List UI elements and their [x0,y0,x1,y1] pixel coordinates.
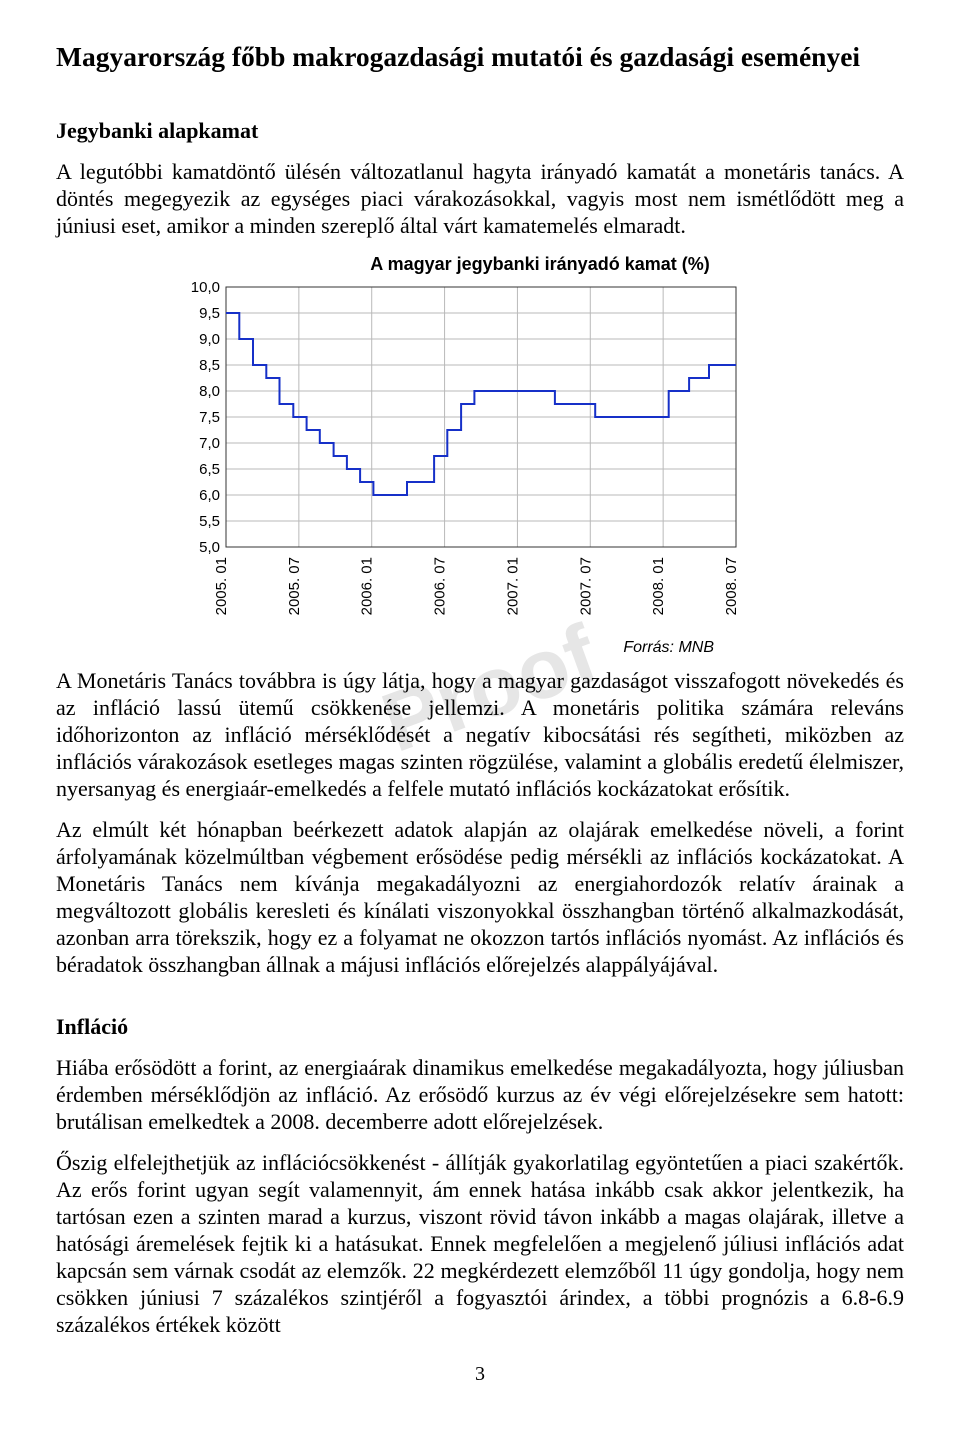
paragraph: Hiába erősödött a forint, az energiaárak… [56,1054,904,1135]
svg-text:7,5: 7,5 [199,409,220,426]
svg-text:2006. 01: 2006. 01 [359,557,376,615]
svg-text:9,5: 9,5 [199,305,220,322]
svg-text:2008. 07: 2008. 07 [723,557,740,615]
paragraph: Az elmúlt két hónapban beérkezett adatok… [56,816,904,978]
chart-container: A magyar jegybanki irányadó kamat (%) 5,… [56,254,904,657]
paragraph: A legutóbbi kamatdöntő ülésén változatla… [56,158,904,239]
heading-jegybanki: Jegybanki alapkamat [56,118,904,144]
page-title: Magyarország főbb makrogazdasági mutatói… [56,40,904,74]
svg-text:6,5: 6,5 [199,461,220,478]
svg-text:2005. 07: 2005. 07 [286,557,303,615]
paragraph: A Monetáris Tanács továbbra is úgy látja… [56,667,904,802]
svg-text:8,0: 8,0 [199,383,220,400]
chart-title: A magyar jegybanki irányadó kamat (%) [176,254,904,275]
svg-text:2005. 01: 2005. 01 [213,557,230,615]
page-number: 3 [56,1363,904,1386]
svg-text:6,0: 6,0 [199,487,220,504]
svg-text:2007. 07: 2007. 07 [577,557,594,615]
svg-text:5,0: 5,0 [199,539,220,556]
svg-text:7,0: 7,0 [199,435,220,452]
paragraph: Őszig elfelejthetjük az inflációcsökkené… [56,1149,904,1338]
svg-text:2007. 01: 2007. 01 [504,557,521,615]
heading-inflacio: Infláció [56,1014,904,1040]
chart-source: Forrás: MNB [56,639,714,657]
svg-text:10,0: 10,0 [191,279,220,296]
svg-text:2006. 07: 2006. 07 [432,557,449,615]
svg-text:8,5: 8,5 [199,357,220,374]
svg-text:9,0: 9,0 [199,331,220,348]
svg-text:2008. 01: 2008. 01 [650,557,667,615]
line-chart: 5,0 5,5 6,0 6,5 7,0 7,5 8,0 8,5 9,0 9,5 10,0 2005. … [176,279,748,637]
svg-text:5,5: 5,5 [199,513,220,530]
